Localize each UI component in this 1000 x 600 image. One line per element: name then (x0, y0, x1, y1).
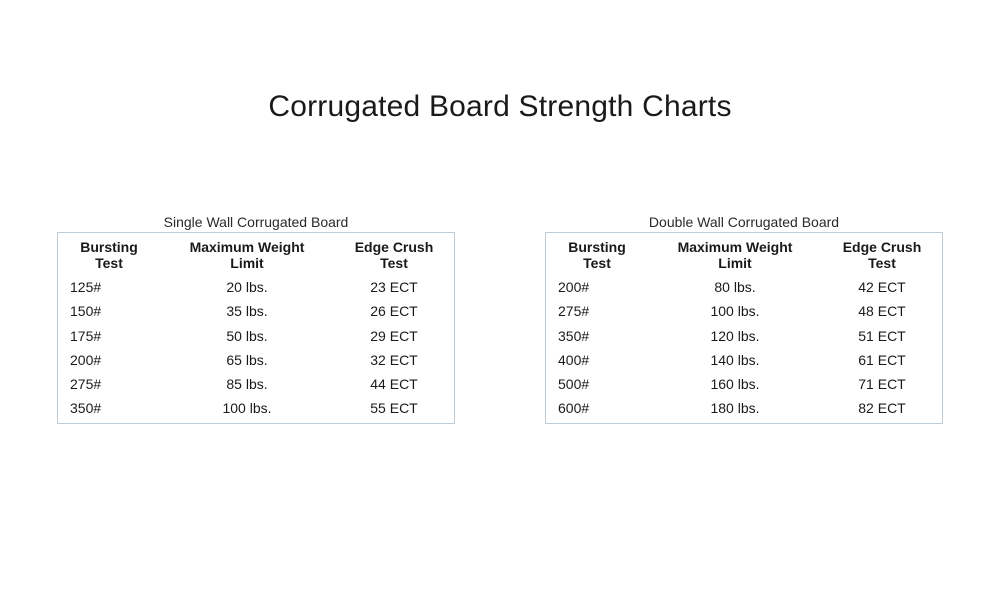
col-header-ect: Edge Crush Test (334, 233, 455, 276)
cell-ect: 29 ECT (334, 324, 455, 348)
single-wall-table-wrap: Single Wall Corrugated Board Bursting Te… (57, 214, 455, 424)
table-row: 400# 140 lbs. 61 ECT (546, 348, 943, 372)
cell-weight: 140 lbs. (648, 348, 822, 372)
cell-weight: 35 lbs. (160, 299, 334, 323)
tables-row: Single Wall Corrugated Board Bursting Te… (0, 214, 1000, 424)
col-header-ect-line2: Test (834, 255, 930, 271)
cell-bursting: 600# (546, 396, 649, 424)
cell-weight: 180 lbs. (648, 396, 822, 424)
cell-ect: 23 ECT (334, 275, 455, 299)
page-title: Corrugated Board Strength Charts (0, 0, 1000, 124)
col-header-bursting-line1: Bursting (70, 239, 148, 255)
table-row: 350# 120 lbs. 51 ECT (546, 324, 943, 348)
cell-bursting: 350# (546, 324, 649, 348)
cell-ect: 61 ECT (822, 348, 943, 372)
cell-weight: 160 lbs. (648, 372, 822, 396)
table-row: 175# 50 lbs. 29 ECT (58, 324, 455, 348)
page: Corrugated Board Strength Charts Single … (0, 0, 1000, 600)
double-wall-caption: Double Wall Corrugated Board (649, 214, 839, 230)
cell-weight: 85 lbs. (160, 372, 334, 396)
col-header-bursting: Bursting Test (58, 233, 161, 276)
cell-ect: 32 ECT (334, 348, 455, 372)
table-row: 600# 180 lbs. 82 ECT (546, 396, 943, 424)
cell-bursting: 125# (58, 275, 161, 299)
cell-bursting: 150# (58, 299, 161, 323)
single-wall-table: Bursting Test Maximum Weight Limit Edge … (57, 232, 455, 424)
col-header-weight-line2: Limit (660, 255, 810, 271)
cell-ect: 26 ECT (334, 299, 455, 323)
table-header-row: Bursting Test Maximum Weight Limit Edge … (58, 233, 455, 276)
cell-weight: 50 lbs. (160, 324, 334, 348)
cell-weight: 20 lbs. (160, 275, 334, 299)
col-header-bursting-line2: Test (558, 255, 636, 271)
table-row: 500# 160 lbs. 71 ECT (546, 372, 943, 396)
col-header-weight: Maximum Weight Limit (648, 233, 822, 276)
col-header-bursting-line2: Test (70, 255, 148, 271)
cell-weight: 100 lbs. (160, 396, 334, 424)
double-wall-tbody: 200# 80 lbs. 42 ECT 275# 100 lbs. 48 ECT… (546, 275, 943, 424)
col-header-ect-line2: Test (346, 255, 442, 271)
table-header-row: Bursting Test Maximum Weight Limit Edge … (546, 233, 943, 276)
cell-bursting: 500# (546, 372, 649, 396)
cell-bursting: 175# (58, 324, 161, 348)
cell-bursting: 275# (58, 372, 161, 396)
cell-ect: 82 ECT (822, 396, 943, 424)
single-wall-tbody: 125# 20 lbs. 23 ECT 150# 35 lbs. 26 ECT … (58, 275, 455, 424)
table-row: 200# 65 lbs. 32 ECT (58, 348, 455, 372)
col-header-weight-line2: Limit (172, 255, 322, 271)
cell-weight: 65 lbs. (160, 348, 334, 372)
double-wall-table-wrap: Double Wall Corrugated Board Bursting Te… (545, 214, 943, 424)
table-row: 150# 35 lbs. 26 ECT (58, 299, 455, 323)
col-header-weight-line1: Maximum Weight (660, 239, 810, 255)
col-header-ect-line1: Edge Crush (834, 239, 930, 255)
cell-bursting: 200# (58, 348, 161, 372)
table-row: 275# 100 lbs. 48 ECT (546, 299, 943, 323)
col-header-ect-line1: Edge Crush (346, 239, 442, 255)
cell-ect: 51 ECT (822, 324, 943, 348)
cell-ect: 71 ECT (822, 372, 943, 396)
col-header-ect: Edge Crush Test (822, 233, 943, 276)
cell-bursting: 275# (546, 299, 649, 323)
table-row: 125# 20 lbs. 23 ECT (58, 275, 455, 299)
cell-bursting: 400# (546, 348, 649, 372)
cell-ect: 55 ECT (334, 396, 455, 424)
col-header-bursting: Bursting Test (546, 233, 649, 276)
cell-ect: 48 ECT (822, 299, 943, 323)
table-row: 350# 100 lbs. 55 ECT (58, 396, 455, 424)
cell-weight: 100 lbs. (648, 299, 822, 323)
table-row: 275# 85 lbs. 44 ECT (58, 372, 455, 396)
col-header-weight: Maximum Weight Limit (160, 233, 334, 276)
cell-weight: 80 lbs. (648, 275, 822, 299)
col-header-weight-line1: Maximum Weight (172, 239, 322, 255)
cell-ect: 42 ECT (822, 275, 943, 299)
cell-ect: 44 ECT (334, 372, 455, 396)
cell-weight: 120 lbs. (648, 324, 822, 348)
cell-bursting: 350# (58, 396, 161, 424)
col-header-bursting-line1: Bursting (558, 239, 636, 255)
single-wall-caption: Single Wall Corrugated Board (164, 214, 349, 230)
table-row: 200# 80 lbs. 42 ECT (546, 275, 943, 299)
cell-bursting: 200# (546, 275, 649, 299)
double-wall-table: Bursting Test Maximum Weight Limit Edge … (545, 232, 943, 424)
